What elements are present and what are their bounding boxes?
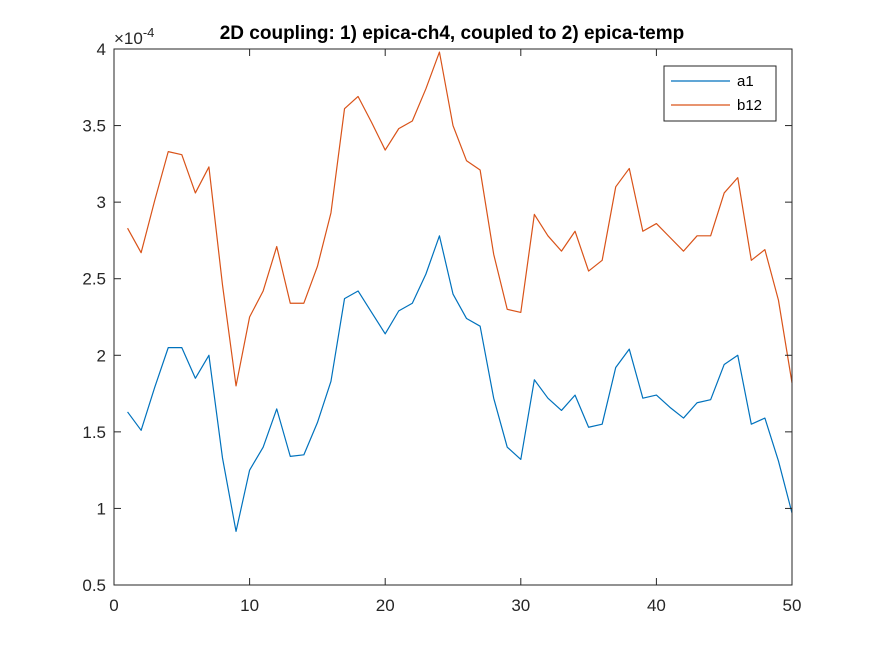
y-axis-exponent: ×10-4 [114,25,154,48]
y-axis-exponent-power: -4 [143,25,155,40]
legend-label-a1: a1 [737,73,754,90]
axes-layer: 0 10 20 30 40 50 0.5 1 1.5 2 2.5 3 3.5 4 [82,40,801,615]
y-tick-label: 1 [97,499,106,518]
y-tick-label: 1.5 [82,423,106,442]
y-tick-label: 3 [97,193,106,212]
legend: a1 b12 [663,65,777,122]
y-tick-label: 3.5 [82,117,106,136]
axes-box [113,48,793,586]
y-tick-label: 4 [97,40,106,59]
series-line-a1 [127,235,793,533]
series-line-b12 [127,51,793,387]
series-layer [127,51,793,533]
x-tick-label: 30 [511,596,530,615]
x-tick-label: 40 [647,596,666,615]
x-tick-label: 10 [240,596,259,615]
y-tick-label: 0.5 [82,576,106,595]
plot-area [114,49,792,585]
chart-title: 2D coupling: 1) epica-ch4, coupled to 2)… [220,23,685,44]
y-tick-label: 2.5 [82,270,106,289]
y-axis-exponent-base: ×10 [114,29,143,48]
x-tick-label: 20 [376,596,395,615]
x-tick-label: 0 [109,596,118,615]
x-tick-label: 50 [783,596,802,615]
legend-box [663,65,777,122]
y-tick-label: 2 [97,346,106,365]
legend-label-b12: b12 [737,97,762,114]
